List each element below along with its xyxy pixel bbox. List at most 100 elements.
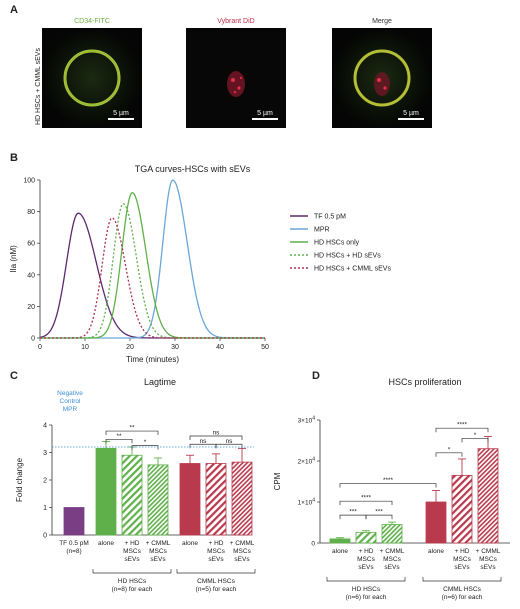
x-tick-label: 40 bbox=[216, 344, 224, 351]
significance-bracket bbox=[339, 514, 367, 520]
bar-3 bbox=[147, 464, 169, 536]
significance-bracket bbox=[435, 427, 489, 433]
bar-label: MSCs bbox=[383, 556, 401, 563]
bar-label: sEVs bbox=[124, 556, 140, 563]
legend-label: MPR bbox=[314, 227, 330, 234]
y-tick-label: 1×104 bbox=[298, 498, 316, 507]
x-tick-label: 10 bbox=[81, 344, 89, 351]
series-line-1 bbox=[40, 179, 265, 339]
chart-title: Lagtime bbox=[144, 377, 176, 387]
panel-a-row-label: HD HSCs + CMML sEVs bbox=[35, 48, 42, 125]
bar-6 bbox=[231, 461, 253, 536]
series-line-4 bbox=[40, 217, 265, 339]
significance-bracket bbox=[215, 443, 243, 449]
scale-bar: 5 µm bbox=[398, 110, 424, 120]
group-label: HD HSCs bbox=[118, 578, 147, 585]
group-label: HD HSCs bbox=[352, 586, 381, 593]
legend-label: HD HSCs + CMML sEVs bbox=[314, 266, 391, 273]
legend-label: HD HSCs + HD sEVs bbox=[314, 253, 381, 260]
bar-label: + HD bbox=[125, 540, 140, 547]
bar-label: alone bbox=[182, 540, 198, 547]
panel-b-letter: B bbox=[10, 152, 18, 164]
bar-label: + CMML bbox=[476, 548, 501, 555]
significance-bracket bbox=[365, 514, 393, 520]
reference-annotation: Negative bbox=[57, 390, 83, 397]
bar-label: TF 0.5 pM bbox=[59, 540, 89, 547]
bar-4 bbox=[179, 463, 201, 536]
bar-label: sEVs bbox=[480, 564, 496, 571]
tga-line-chart: TGA curves-HSCs with sEVs 0 20 40 60 80 100 0 10… bbox=[9, 164, 391, 364]
group-bracket bbox=[422, 577, 502, 582]
bar-label: alone bbox=[98, 540, 114, 547]
micro-image-merge: 5 µm bbox=[332, 28, 432, 128]
legend-label: TF 0.5 pM bbox=[314, 214, 346, 221]
proliferation-bar-chart: HSCs proliferation01×1042×1043×104CPMalo… bbox=[273, 377, 510, 601]
y-tick-label: 20 bbox=[27, 304, 35, 311]
y-tick-label: 2 bbox=[43, 478, 47, 485]
significance-label: * bbox=[474, 432, 477, 439]
y-tick-label: 2×104 bbox=[298, 457, 316, 466]
y-tick-label: 60 bbox=[27, 241, 35, 248]
y-tick-label: 100 bbox=[23, 178, 35, 185]
significance-bracket bbox=[189, 443, 217, 449]
bar-0 bbox=[329, 538, 351, 544]
y-tick-label: 0 bbox=[31, 336, 35, 343]
lagtime-bar-chart: Lagtime 0 1 2 3 4 Fold change TF 0.5 pM(n=8) alo… bbox=[15, 377, 256, 593]
significance-bracket bbox=[105, 438, 133, 444]
y-tick-base: 0 bbox=[311, 541, 315, 548]
bar-label: (n=8) bbox=[66, 548, 81, 555]
reference-annotation: Control bbox=[60, 398, 82, 405]
bar-label: sEVs bbox=[384, 564, 400, 571]
bar-5 bbox=[477, 448, 499, 544]
bar-label: MSCs bbox=[453, 556, 471, 563]
y-tick-base: 2×10 bbox=[298, 459, 313, 466]
bar-label: MSCs bbox=[207, 548, 225, 555]
y-tick-base: 3×10 bbox=[298, 418, 313, 425]
significance-label: *** bbox=[349, 509, 357, 516]
x-tick-label: 0 bbox=[38, 344, 42, 351]
reference-annotation: MPR bbox=[63, 406, 78, 413]
x-tick-label: 50 bbox=[261, 344, 269, 351]
group-label: (n=5) for each bbox=[196, 586, 237, 593]
significance-label: ** bbox=[116, 433, 122, 440]
significance-label: ns bbox=[200, 438, 208, 445]
bar-label: sEVs bbox=[208, 556, 224, 563]
significance-label: **** bbox=[457, 422, 468, 429]
panel-a-letter: A bbox=[10, 4, 18, 16]
significance-label: ns bbox=[226, 438, 234, 445]
bar-label: + HD bbox=[209, 540, 224, 547]
bar-label: sEVs bbox=[234, 556, 250, 563]
micro-title-merge: Merge bbox=[372, 18, 392, 25]
chart-title: TGA curves-HSCs with sEVs bbox=[135, 164, 251, 174]
y-tick-exp: 4 bbox=[312, 416, 315, 422]
bar-label: + CMML bbox=[230, 540, 255, 547]
bar-label: + HD bbox=[455, 548, 470, 555]
did-spots-graphic bbox=[186, 28, 286, 128]
significance-label: ** bbox=[129, 425, 135, 432]
y-tick-label: 40 bbox=[27, 272, 35, 279]
group-label: (n=8) for each bbox=[112, 586, 153, 593]
merge-graphic bbox=[332, 28, 432, 128]
bar-label: MSCs bbox=[149, 548, 167, 555]
bar-1 bbox=[95, 447, 117, 536]
bar-label: + HD bbox=[359, 548, 374, 555]
micro-image-did: 5 µm bbox=[186, 28, 286, 128]
cd34-ring-graphic bbox=[42, 28, 142, 128]
group-bracket bbox=[176, 569, 256, 574]
group-label: (n=6) for each bbox=[346, 594, 387, 601]
chart-title: HSCs proliferation bbox=[388, 377, 461, 387]
significance-label: **** bbox=[383, 477, 394, 484]
significance-bracket bbox=[131, 445, 159, 450]
bar-label: sEVs bbox=[454, 564, 470, 571]
scale-bar: 5 µm bbox=[252, 110, 278, 120]
y-tick-base: 1×10 bbox=[298, 500, 313, 507]
significance-bracket bbox=[105, 430, 159, 436]
legend-label: HD HSCs only bbox=[314, 240, 360, 247]
bar-label: MSCs bbox=[123, 548, 141, 555]
group-bracket bbox=[92, 569, 172, 574]
significance-bracket bbox=[339, 483, 437, 488]
y-tick-label: 4 bbox=[43, 423, 47, 430]
micro-title-cd34: CD34-FITC bbox=[74, 18, 110, 25]
group-bracket bbox=[326, 577, 406, 582]
significance-bracket bbox=[189, 435, 243, 440]
